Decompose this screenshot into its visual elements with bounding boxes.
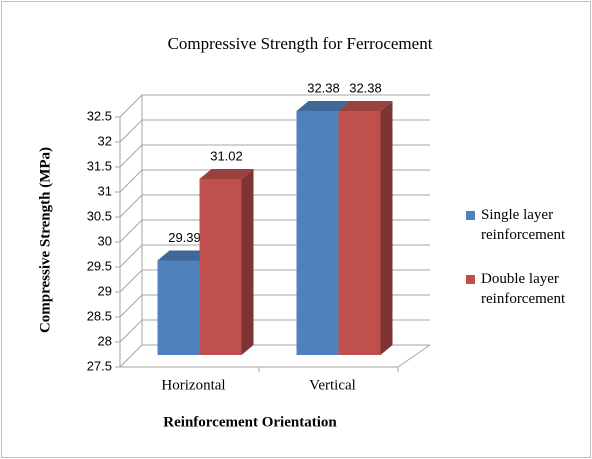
legend-swatch [466, 211, 475, 220]
bar-side [380, 101, 393, 355]
chart-title: Compressive Strength for Ferrocement [168, 34, 433, 53]
grid-line-side [119, 219, 143, 243]
data-label: 32.38 [349, 80, 382, 95]
bar [157, 260, 200, 355]
y-tick-label: 32.5 [87, 108, 112, 123]
y-tick-label: 31 [98, 183, 112, 198]
grid-line-side [119, 119, 143, 143]
y-tick-label: 32 [98, 133, 112, 148]
y-tick-label: 31.5 [87, 158, 112, 173]
bar-top [338, 101, 393, 111]
y-tick-label: 29 [98, 283, 112, 298]
grid-line-side [119, 269, 143, 293]
grid-line-side [119, 144, 143, 168]
grid-line-side [119, 244, 143, 268]
y-tick-label: 28 [98, 333, 112, 348]
data-label: 32.38 [307, 80, 340, 95]
x-axis-title: Reinforcement Orientation [163, 414, 337, 430]
y-tick-label: 29.5 [87, 258, 112, 273]
bar [296, 111, 339, 355]
legend-label: Double layer reinforcement [481, 271, 566, 307]
y-tick-label: 30 [98, 233, 112, 248]
legend-swatch [466, 275, 475, 284]
floor-right [397, 344, 431, 368]
grid-line-side [119, 94, 143, 118]
grid-line-side [119, 344, 143, 368]
bar-top [296, 101, 351, 111]
data-label: 31.02 [210, 148, 243, 163]
y-tick-label: 28.5 [87, 308, 112, 323]
grid-line-side [119, 294, 143, 318]
x-tick-label: Horizontal [161, 377, 225, 393]
grid-line-side [119, 194, 143, 218]
bar [199, 179, 242, 355]
y-tick-label: 30.5 [87, 208, 112, 223]
bar-side [241, 169, 254, 355]
y-axis-title: Compressive Strength (MPa) [37, 147, 53, 333]
legend-label: Single layer reinforcement [481, 207, 566, 243]
bar-top [157, 250, 212, 261]
data-label: 29.39 [168, 230, 201, 245]
x-tick-label: Vertical [309, 377, 356, 393]
grid-line-side [119, 319, 143, 343]
grid-line-side [119, 169, 143, 193]
bar [338, 111, 381, 355]
bar-top [199, 169, 254, 179]
y-tick-label: 27.5 [87, 358, 112, 373]
